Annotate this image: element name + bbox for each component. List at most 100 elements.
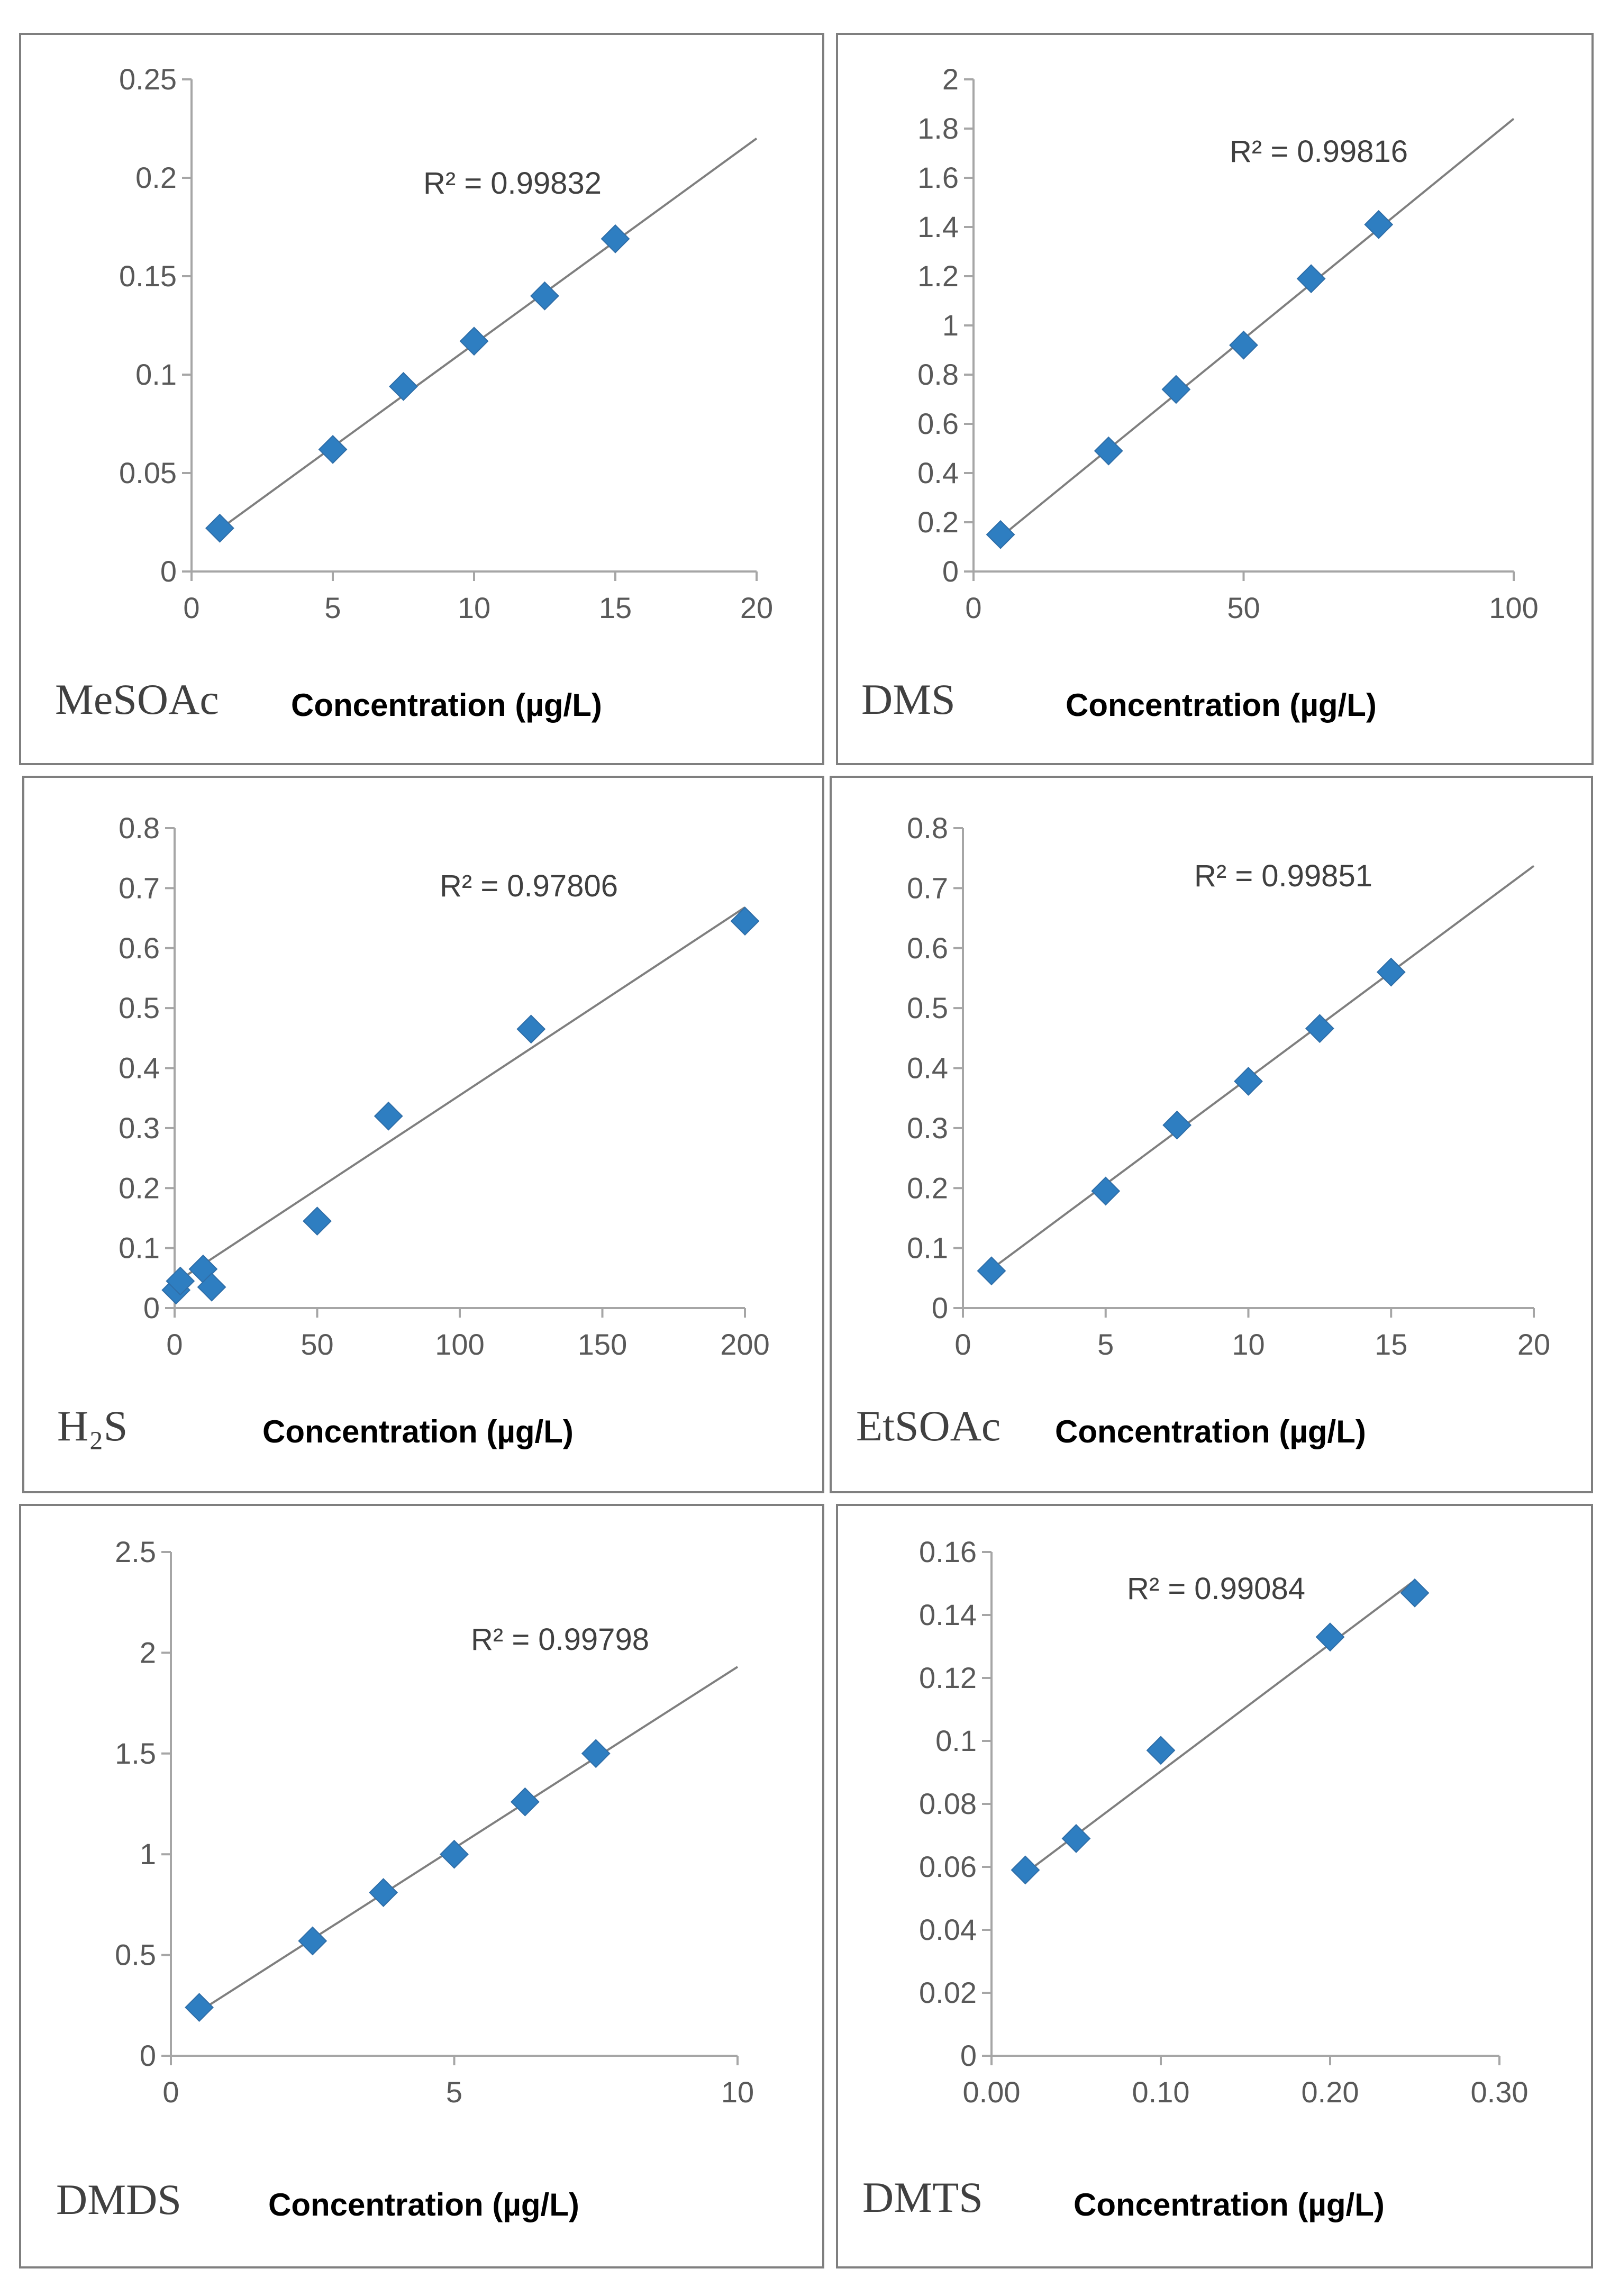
x-tick-label: 0.20 <box>1302 2075 1359 2109</box>
trend-line <box>175 906 746 1283</box>
data-point <box>1161 375 1191 404</box>
x-tick-label: 15 <box>599 591 632 624</box>
y-tick-label: 1 <box>942 308 959 342</box>
x-axis-title: Concentration (µg/L) <box>268 2187 579 2222</box>
y-tick-label: 0.4 <box>119 1051 160 1085</box>
y-tick-label: 0.2 <box>917 505 959 539</box>
y-tick-label: 0.12 <box>919 1661 977 1694</box>
data-point <box>516 1014 546 1044</box>
x-tick-label: 5 <box>324 591 341 624</box>
r-squared-label: R² = 0.99832 <box>423 166 602 201</box>
trend-line <box>198 1666 739 2012</box>
y-tick-label: 0.5 <box>115 1938 156 1972</box>
data-point <box>1146 1736 1176 1765</box>
data-point <box>1162 1110 1192 1140</box>
y-tick-label: 1.5 <box>115 1737 156 1770</box>
trend-line <box>999 117 1515 538</box>
chart-h2s: 0 0.1 0.2 0.3 0.4 0.5 0.6 0.7 0.8 0 50 100 150 200 R² … <box>57 811 770 1450</box>
r-squared-label: R² = 0.99798 <box>471 1622 649 1657</box>
y-tick-label: 0.1 <box>907 1231 948 1265</box>
chart-etsoac: 0 0.1 0.2 0.3 0.4 0.5 0.6 0.7 0.8 0 5 10 15 20 R² = 0.… <box>856 811 1550 1450</box>
x-tick-label: 10 <box>1232 1328 1265 1361</box>
trend-line <box>219 137 758 530</box>
y-tick-label: 0 <box>160 555 177 588</box>
y-tick-label: 0.4 <box>917 456 959 489</box>
y-tick-label: 0.08 <box>919 1787 977 1820</box>
y-tick-label: 0.16 <box>919 1535 977 1568</box>
chart-panel-dmts: 0 0.02 0.04 0.06 0.08 0.1 0.12 0.14 0.16 0.00 0.10… <box>836 1504 1593 2268</box>
x-tick-label: 50 <box>1227 591 1260 624</box>
y-tick-label: 2 <box>140 1636 156 1669</box>
x-tick-label: 10 <box>458 591 490 624</box>
data-point <box>1061 1824 1091 1853</box>
x-tick-label: 20 <box>1517 1328 1550 1361</box>
y-tick-label: 0.06 <box>919 1850 977 1883</box>
data-point <box>1296 264 1326 294</box>
x-axis-title: Concentration (µg/L) <box>1055 1414 1366 1449</box>
x-tick-label: 150 <box>578 1328 627 1361</box>
y-tick-label: 0.8 <box>907 811 948 845</box>
y-tick-label: 0 <box>140 2039 156 2072</box>
y-tick-label: 0.02 <box>919 1976 977 2009</box>
y-tick-label: 0.2 <box>907 1171 948 1204</box>
y-tick-label: 0.6 <box>119 931 160 965</box>
x-tick-label: 0 <box>162 2075 179 2109</box>
data-point <box>1094 436 1123 466</box>
data-point <box>374 1101 403 1131</box>
data-point <box>1400 1578 1430 1608</box>
y-tick-label: 0.5 <box>907 991 948 1024</box>
data-point <box>303 1206 332 1236</box>
y-tick-label: 0.14 <box>919 1598 977 1631</box>
y-tick-label: 1.6 <box>917 161 959 194</box>
x-axis-title: Concentration (µg/L) <box>291 687 602 723</box>
data-point <box>1011 1855 1040 1885</box>
y-tick-label: 0 <box>932 1291 948 1324</box>
data-point <box>1091 1176 1121 1206</box>
data-point <box>1305 1014 1334 1043</box>
data-point <box>1315 1622 1345 1652</box>
y-tick-label: 0.2 <box>119 1171 160 1204</box>
y-tick-label: 0.7 <box>119 871 160 904</box>
y-tick-label: 0.8 <box>119 811 160 845</box>
chart-panel-etsoac: 0 0.1 0.2 0.3 0.4 0.5 0.6 0.7 0.8 0 5 10 15 20 R² = 0.… <box>830 776 1593 1493</box>
y-tick-label: 1.4 <box>917 210 959 243</box>
y-tick-label: 0 <box>942 555 959 588</box>
trend-line <box>990 865 1535 1270</box>
x-tick-label: 5 <box>446 2075 462 2109</box>
data-point <box>986 520 1015 549</box>
y-tick-label: 0.25 <box>119 62 177 96</box>
data-point <box>1364 210 1394 239</box>
data-point <box>510 1787 540 1817</box>
y-tick-label: 0.05 <box>119 456 177 489</box>
y-tick-label: 0 <box>143 1291 160 1324</box>
data-point <box>440 1839 469 1869</box>
data-point <box>166 1266 195 1296</box>
chart-panel-dms: 0 0.2 0.4 0.6 0.8 1 1.2 1.4 1.6 1.8 2 0 50 100 R² = 0.… <box>836 33 1594 765</box>
x-tick-label: 0.10 <box>1132 2075 1190 2109</box>
data-point <box>1376 957 1406 987</box>
x-tick-label: 200 <box>720 1328 769 1361</box>
data-point <box>389 371 418 401</box>
y-tick-label: 0.2 <box>135 161 177 194</box>
y-tick-label: 0.6 <box>907 931 948 965</box>
x-tick-label: 100 <box>435 1328 484 1361</box>
y-tick-label: 1 <box>140 1837 156 1871</box>
x-axis-title: Concentration (µg/L) <box>1066 687 1377 723</box>
data-point <box>459 326 489 356</box>
y-tick-label: 0.1 <box>935 1724 977 1757</box>
y-tick-label: 0.6 <box>917 407 959 440</box>
data-point <box>197 1272 226 1302</box>
y-tick-label: 0.7 <box>907 871 948 904</box>
r-squared-label: R² = 0.99816 <box>1230 134 1408 169</box>
trend-line <box>1024 1579 1416 1874</box>
data-point <box>298 1926 328 1956</box>
x-tick-label: 20 <box>740 591 773 624</box>
data-point <box>530 281 559 311</box>
y-tick-label: 0.3 <box>907 1111 948 1145</box>
x-tick-label: 0.30 <box>1471 2075 1529 2109</box>
data-point <box>977 1256 1006 1286</box>
x-tick-label: 0.00 <box>963 2075 1021 2109</box>
x-tick-label: 0 <box>954 1328 971 1361</box>
y-tick-label: 0 <box>960 2039 977 2072</box>
compound-label: H₂S <box>57 1402 128 1450</box>
